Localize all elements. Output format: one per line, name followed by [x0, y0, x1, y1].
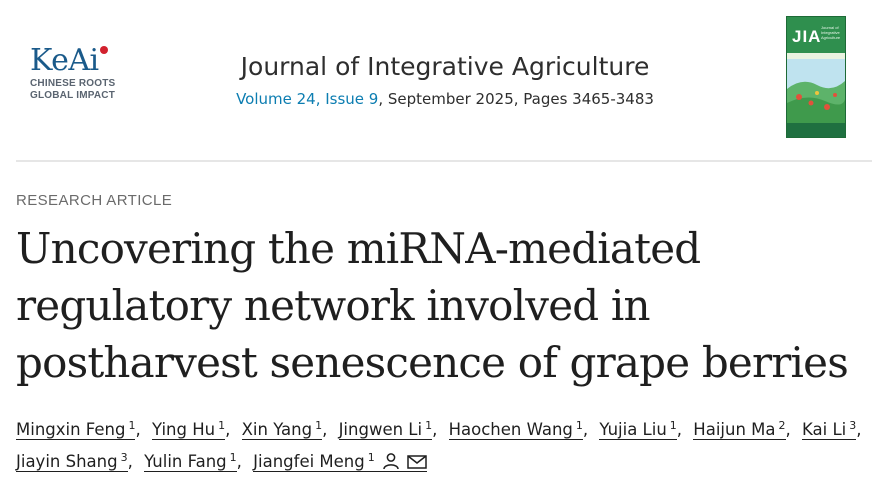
author-link[interactable]: Ying Hu 1 [151, 418, 226, 440]
title-line-1: Uncovering the miRNA-mediated [16, 224, 701, 273]
journal-cover-image[interactable]: JIA Journal of Integrative Agriculture [786, 16, 846, 138]
journal-title-link[interactable]: Journal of Integrative Agriculture [240, 52, 650, 81]
author-link[interactable]: Haijun Ma 2 [693, 418, 786, 440]
cover-footer [787, 123, 845, 137]
author-link[interactable]: Xin Yang 1 [241, 418, 323, 440]
issue-details: , September 2025, Pages 3465-3483 [378, 90, 654, 108]
author-link[interactable]: Mingxin Feng 1 [16, 418, 136, 440]
journal-issue: Volume 24, Issue 9, September 2025, Page… [200, 90, 690, 108]
author-link[interactable]: Kai Li 3 [802, 418, 857, 440]
keai-logo[interactable]: KeAi CHINESE ROOTS GLOBAL IMPACT [30, 44, 125, 114]
logo-tagline-2: GLOBAL IMPACT [30, 90, 116, 101]
author-link[interactable]: Haochen Wang 1 [448, 418, 583, 440]
cover-abbr: JIA [792, 27, 822, 46]
article-title: Uncovering the miRNA-mediated regulatory… [16, 220, 866, 391]
person-icon [383, 453, 399, 470]
title-line-3: postharvest senescence of grape berries [16, 338, 849, 387]
article-header: KeAi CHINESE ROOTS GLOBAL IMPACT Journal… [0, 0, 884, 160]
issue-link[interactable]: Volume 24, Issue 9 [236, 90, 379, 108]
cover-journal-name: Journal of Integrative Agriculture [821, 25, 841, 40]
author-link[interactable]: Yulin Fang 1 [144, 450, 237, 472]
journal-info: Journal of Integrative Agriculture Volum… [200, 52, 690, 108]
header-divider [16, 160, 872, 162]
logo-wordmark: KeAi [30, 44, 125, 78]
author-link-corresponding[interactable]: Jiangfei Meng 1 [253, 452, 428, 472]
envelope-icon [407, 455, 427, 469]
article-type-label: RESEARCH ARTICLE [16, 192, 173, 209]
author-link[interactable]: Yujia Liu 1 [599, 418, 677, 440]
logo-dot [100, 46, 108, 54]
author-link[interactable]: Jiayin Shang 3 [16, 450, 128, 472]
cover-illustration [787, 59, 845, 123]
author-list: Mingxin Feng 1, Ying Hu 1, Xin Yang 1, Jing… [16, 418, 862, 472]
logo-tagline-1: CHINESE ROOTS [30, 78, 116, 89]
author-link[interactable]: Jingwen Li 1 [338, 418, 433, 440]
cover-band [787, 53, 845, 59]
title-line-2: regulatory network involved in [16, 281, 651, 330]
